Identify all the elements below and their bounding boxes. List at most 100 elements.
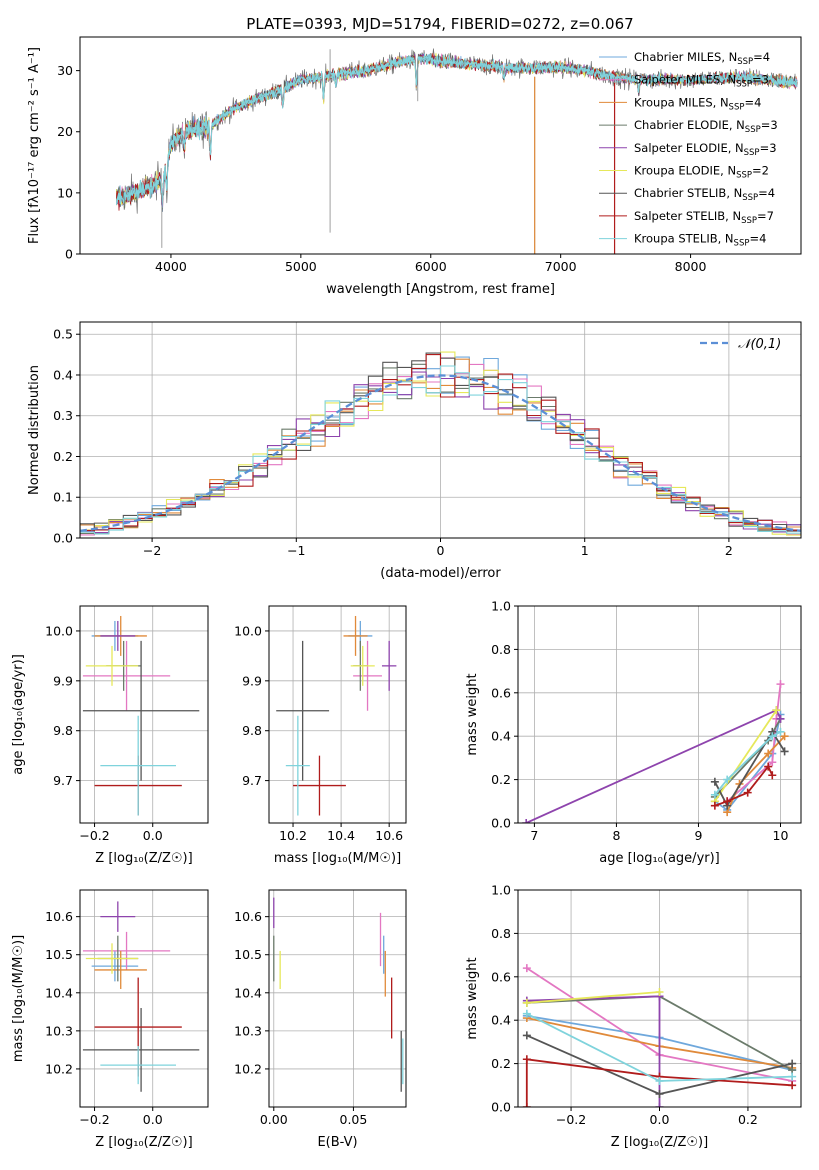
- weight-marker: [776, 727, 785, 736]
- weight-marker: [772, 706, 781, 715]
- y-tick-label: 10.6: [45, 909, 73, 924]
- weight-marker: [522, 1055, 531, 1064]
- y-tick-label: 10.0: [45, 623, 73, 638]
- plot-area: [115, 48, 798, 254]
- y-tick-label: 0.6: [491, 969, 511, 984]
- x-axis-label: wavelength [Angstrom, rest frame]: [326, 282, 555, 297]
- errorbar-chabrier-miles: [91, 950, 139, 982]
- errorbar-kroupa-stelib: [100, 715, 176, 816]
- y-tick-label: 1.0: [491, 599, 511, 614]
- x-tick-label: 5000: [285, 259, 317, 274]
- x-tick-label: 8000: [675, 259, 707, 274]
- y-tick-label: 0.4: [53, 367, 73, 382]
- weight-marker: [768, 771, 777, 780]
- plot-area: [80, 351, 801, 537]
- errorbar-kroupa-stelib: [100, 1046, 176, 1085]
- y-tick-label: 30: [57, 63, 73, 78]
- weight-marker: [780, 747, 789, 756]
- errorbar-salpeter-elodie: [100, 620, 136, 651]
- y-tick-label: 10.3: [234, 1023, 262, 1038]
- weight-marker: [522, 1031, 531, 1040]
- y-tick-label: 0.4: [491, 729, 511, 744]
- histogram-kroupa-stelib: [80, 365, 801, 535]
- y-tick-label: 0.2: [53, 449, 73, 464]
- panel-spectrum: 4000 5000 6000 7000 8000 0 10 20 30 wavelength [A…: [27, 36, 802, 297]
- legend-entry: Chabrier MILES, NSSP=4: [634, 50, 770, 67]
- x-tick-label: 10.2: [279, 828, 307, 843]
- weight-marker: [776, 714, 785, 723]
- x-tick-label: 7: [530, 828, 538, 843]
- axes-frame: [79, 36, 802, 255]
- weight-line-chabrier-stelib: [714, 730, 786, 808]
- weight-marker: [788, 1072, 797, 1081]
- x-axis-label: Z [log₁₀(Z/Z☉)]: [95, 1135, 192, 1150]
- weight-line-salpeter-miles: [726, 683, 782, 802]
- legend-entry: Chabrier STELIB, NSSP=4: [634, 186, 775, 203]
- weight-marker: [522, 998, 531, 1007]
- weight-marker: [710, 790, 719, 799]
- weight-marker: [710, 801, 719, 810]
- weight-marker: [788, 1081, 797, 1090]
- x-axis-label: Z [log₁₀(Z/Z☉)]: [611, 1135, 708, 1150]
- plot-area: [522, 964, 797, 1107]
- axes-frame: [268, 889, 407, 1108]
- y-tick-label: 10.4: [45, 985, 73, 1000]
- y-axis-label: Normed distribution: [27, 365, 42, 495]
- legend-entry: 𝒩(0,1): [738, 337, 781, 352]
- y-axis-label: mass weight: [465, 957, 480, 1039]
- y-tick-label: 10.2: [45, 1061, 73, 1076]
- y-tick-label: 0.0: [491, 1100, 511, 1115]
- weight-marker: [655, 987, 664, 996]
- errorbar-kroupa-elodie: [85, 645, 139, 686]
- errorbar-salpeter-miles: [82, 931, 171, 970]
- x-tick-label: 0.0: [650, 1112, 670, 1127]
- x-tick-label: −0.2: [556, 1112, 586, 1127]
- x-tick-label: 1: [581, 543, 589, 558]
- weight-marker: [788, 1059, 797, 1068]
- y-tick-label: 10: [57, 185, 73, 200]
- normal-curve: [80, 374, 801, 533]
- legend-entry: Salpeter ELODIE, NSSP=3: [634, 141, 777, 158]
- x-tick-label: −2: [143, 543, 161, 558]
- weight-marker: [764, 762, 773, 771]
- panel-weight-vs-Z: −0.2 0.0 0.2 0.0 0.2 0.4 0.6 0.8 1.0 Z [log₁₀(Z/Z…: [465, 883, 802, 1150]
- legend-entry: Kroupa MILES, NSSP=4: [634, 95, 761, 112]
- y-axis-label: age [log₁₀(age/yr)]: [11, 654, 26, 775]
- x-tick-label: −0.2: [79, 828, 109, 843]
- y-tick-label: 10.2: [234, 1061, 262, 1076]
- weight-marker: [655, 1103, 664, 1107]
- errorbar-chabrier-stelib: [276, 640, 330, 781]
- plot-area: [82, 901, 200, 1092]
- errorbar-kroupa-miles: [343, 615, 368, 656]
- weight-marker: [655, 1076, 664, 1085]
- y-tick-label: 0.2: [491, 772, 511, 787]
- errorbar-salpeter-elodie: [381, 640, 397, 691]
- x-tick-label: 8: [612, 828, 620, 843]
- x-tick-label: 7000: [545, 259, 577, 274]
- y-tick-label: 1.0: [491, 883, 511, 898]
- legend-entry: Salpeter MILES, NSSP=3: [634, 73, 769, 90]
- x-tick-label: 0.0: [143, 1112, 163, 1127]
- panel-mass-vs-EBV: 0.00 0.05 10.2 10.3 10.4 10.5 10.6 E(B-V): [234, 889, 407, 1150]
- errorbar-kroupa-miles: [94, 950, 147, 989]
- x-tick-label: −1: [287, 543, 305, 558]
- plot-area: [276, 615, 397, 816]
- weight-marker: [522, 1103, 531, 1107]
- y-tick-label: 10.5: [45, 947, 73, 962]
- panel-weight-vs-age: 7 8 9 10 0.0 0.2 0.4 0.6 0.8 1.0 age [log₁₀(age/yr…: [465, 599, 802, 866]
- plot-area: [82, 615, 200, 816]
- x-tick-label: 4000: [155, 259, 187, 274]
- figure-title: PLATE=0393, MJD=51794, FIBERID=0272, z=0…: [246, 15, 633, 33]
- x-tick-label: 10.4: [327, 828, 355, 843]
- x-tick-label: 0.05: [340, 1112, 368, 1127]
- weight-marker: [710, 777, 719, 786]
- plot-area: [273, 897, 404, 1092]
- x-tick-label: 10.6: [375, 828, 403, 843]
- x-tick-label: 10: [773, 828, 789, 843]
- panel-age-vs-Z: −0.2 0.0 9.7 9.8 9.9 10.0 Z [log₁₀(Z/Z☉)] age […: [11, 605, 209, 866]
- y-tick-label: 0.5: [53, 327, 73, 342]
- y-axis-label: mass weight: [465, 673, 480, 755]
- weight-marker: [522, 964, 531, 973]
- errorbar-salpeter-miles: [353, 640, 382, 711]
